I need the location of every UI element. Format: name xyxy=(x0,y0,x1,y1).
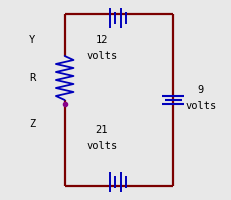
Text: 21: 21 xyxy=(95,125,108,135)
Text: volts: volts xyxy=(185,101,217,111)
Text: volts: volts xyxy=(86,51,117,61)
Text: 12: 12 xyxy=(95,35,108,45)
Text: 9: 9 xyxy=(198,85,204,95)
Text: volts: volts xyxy=(86,141,117,151)
Text: Y: Y xyxy=(29,35,36,45)
Text: Z: Z xyxy=(29,119,36,129)
Text: R: R xyxy=(29,73,36,83)
